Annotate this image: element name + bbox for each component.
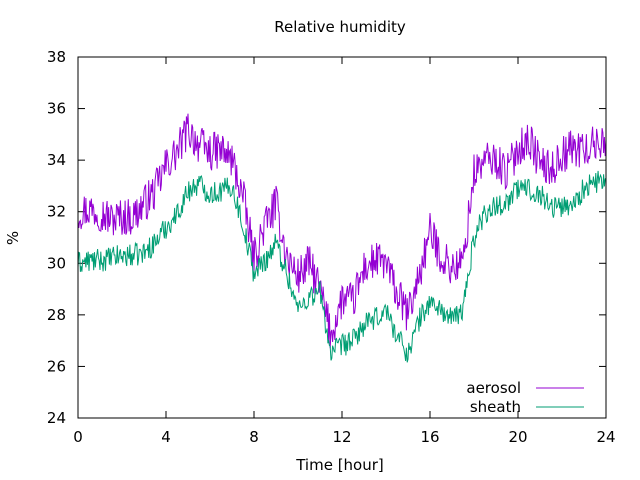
- x-tick-label: 0: [73, 428, 83, 446]
- x-axis-label: Time [hour]: [295, 456, 384, 474]
- x-tick-label: 24: [596, 428, 615, 446]
- x-tick-label: 12: [332, 428, 351, 446]
- legend-label: aerosol: [466, 379, 521, 397]
- y-tick-label: 38: [47, 48, 66, 66]
- series-line-aerosol: [77, 113, 607, 349]
- chart-title: Relative humidity: [274, 18, 406, 36]
- x-tick-label: 16: [420, 428, 439, 446]
- y-tick-label: 34: [47, 151, 66, 169]
- plot-frame: [77, 56, 607, 419]
- series-line-sheath: [77, 170, 607, 363]
- y-tick-label: 28: [47, 306, 66, 324]
- y-tick-label: 36: [47, 100, 66, 118]
- y-tick-label: 26: [47, 357, 66, 375]
- x-tick-label: 4: [161, 428, 171, 446]
- y-tick-label: 24: [47, 409, 66, 427]
- legend-label: sheath: [470, 398, 521, 416]
- axis-ticks: 0 4 8 12 16 20 24 24 26 28 30 32 34 36 38: [47, 48, 616, 446]
- y-tick-label: 32: [47, 203, 66, 221]
- y-axis-label: %: [4, 231, 22, 245]
- x-tick-label: 20: [508, 428, 527, 446]
- y-tick-label: 30: [47, 254, 66, 272]
- series-group: [77, 113, 607, 363]
- x-tick-label: 8: [249, 428, 259, 446]
